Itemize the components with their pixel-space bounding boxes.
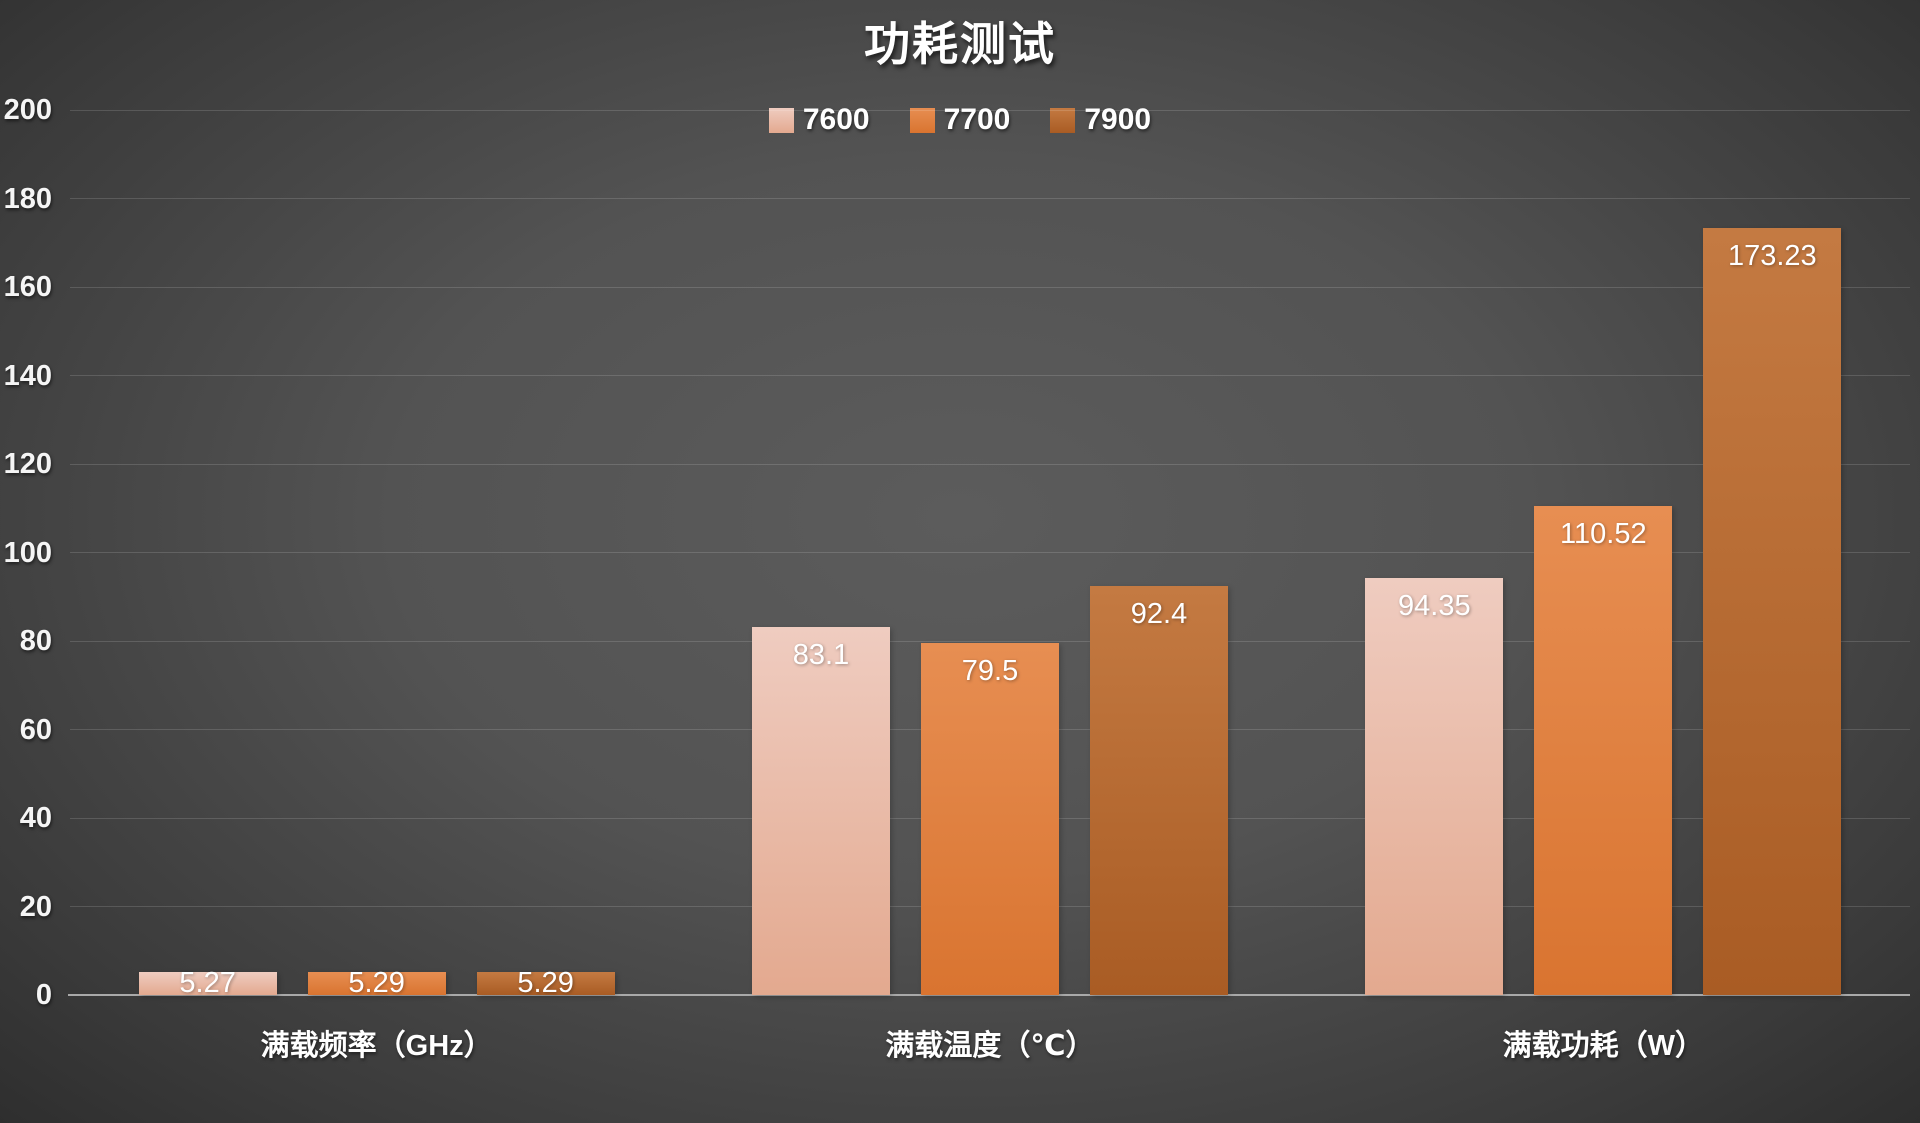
- bar-7600-3: [1365, 577, 1504, 995]
- x-axis-category-label: 满载温度（℃）: [885, 1030, 1095, 1062]
- bar-value-label: 173.23: [1727, 240, 1817, 273]
- bar-value-label: 110.52: [1560, 517, 1647, 550]
- y-axis-tick-label: 0: [35, 979, 52, 1011]
- y-gridline: [70, 552, 1910, 553]
- legend-swatch-7600: [768, 107, 794, 133]
- bar-7900-3: [1703, 228, 1842, 995]
- bar-7700-2: [921, 643, 1059, 995]
- x-axis-line: [68, 994, 1910, 996]
- legend-item-7700: 7700: [909, 103, 1011, 137]
- y-axis-tick-label: 180: [3, 182, 52, 215]
- legend: 7600 7700 7900: [0, 103, 1920, 137]
- y-axis-tick-label: 40: [19, 802, 52, 834]
- legend-item-7600: 7600: [768, 103, 870, 137]
- bar-7900-1: [476, 971, 615, 995]
- bar-7700-3: [1534, 505, 1673, 995]
- bar-value-label: 5.29: [348, 967, 405, 1000]
- y-gridline: [70, 198, 1910, 199]
- y-axis-tick-label: 140: [3, 359, 52, 392]
- x-axis-category-label: 满载功耗（W）: [1502, 1030, 1704, 1062]
- bar-7600-1: [138, 971, 277, 995]
- y-gridline: [70, 375, 1910, 376]
- y-axis-tick-label: 200: [3, 94, 52, 126]
- bar-value-label: 5.29: [517, 967, 574, 1000]
- legend-swatch-7700: [909, 107, 935, 133]
- bar-value-label: 92.4: [1130, 598, 1188, 631]
- y-gridline: [70, 109, 1910, 111]
- y-gridline: [70, 286, 1910, 288]
- bar-7700-1: [307, 971, 446, 995]
- legend-item-7900: 7900: [1050, 103, 1151, 137]
- y-axis-tick-label: 160: [3, 271, 52, 303]
- y-axis-tick-label: 20: [19, 890, 52, 923]
- bar-value-label: 83.1: [792, 639, 850, 672]
- bar-7600-2: [752, 627, 890, 995]
- y-axis-tick-label: 120: [3, 448, 52, 480]
- bar-value-label: 94.35: [1398, 589, 1471, 622]
- legend-label-7900: 7900: [1084, 103, 1152, 136]
- y-gridline: [70, 463, 1910, 465]
- bar-value-label: 79.5: [961, 655, 1019, 688]
- bar-7900-2: [1090, 586, 1228, 995]
- x-axis-category-label: 满载频率（GHz）: [260, 1030, 493, 1062]
- legend-label-7600: 7600: [802, 103, 870, 136]
- legend-label-7700: 7700: [943, 103, 1011, 136]
- y-axis-tick-label: 60: [19, 713, 52, 746]
- bar-value-label: 5.27: [179, 967, 236, 1000]
- y-axis-tick-label: 80: [19, 625, 52, 657]
- chart-title: 功耗测试: [864, 18, 1056, 70]
- y-axis-tick-label: 100: [3, 536, 52, 569]
- y-gridline: [70, 640, 1910, 642]
- legend-swatch-7900: [1050, 107, 1076, 133]
